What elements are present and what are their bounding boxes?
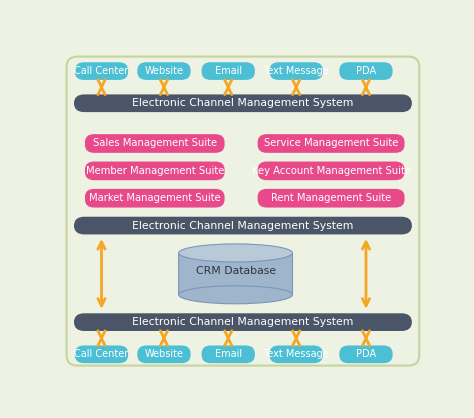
Text: Email: Email xyxy=(215,349,242,359)
FancyBboxPatch shape xyxy=(75,345,128,363)
FancyBboxPatch shape xyxy=(66,56,419,366)
Text: Text Message: Text Message xyxy=(264,349,329,359)
FancyBboxPatch shape xyxy=(137,345,191,363)
FancyBboxPatch shape xyxy=(201,345,255,363)
Text: Rent Management Suite: Rent Management Suite xyxy=(271,193,391,203)
FancyBboxPatch shape xyxy=(201,62,255,80)
Text: Electronic Channel Management System: Electronic Channel Management System xyxy=(132,221,354,231)
Text: Sales Management Suite: Sales Management Suite xyxy=(93,138,217,148)
FancyBboxPatch shape xyxy=(74,94,412,112)
Text: Electronic Channel Management System: Electronic Channel Management System xyxy=(132,98,354,108)
FancyBboxPatch shape xyxy=(179,253,292,295)
Text: PDA: PDA xyxy=(356,66,376,76)
FancyBboxPatch shape xyxy=(258,134,405,153)
FancyBboxPatch shape xyxy=(339,345,392,363)
FancyBboxPatch shape xyxy=(75,62,128,80)
FancyBboxPatch shape xyxy=(258,189,405,208)
Text: Text Message: Text Message xyxy=(264,66,329,76)
Text: Electronic Channel Management System: Electronic Channel Management System xyxy=(132,317,354,327)
Text: Service Management Suite: Service Management Suite xyxy=(264,138,398,148)
FancyBboxPatch shape xyxy=(258,161,405,180)
Text: CRM Database: CRM Database xyxy=(195,265,276,275)
Ellipse shape xyxy=(179,244,292,262)
Text: Member Management Suite: Member Management Suite xyxy=(86,166,224,176)
FancyBboxPatch shape xyxy=(270,62,323,80)
Text: Website: Website xyxy=(145,66,183,76)
Text: Key Account Management Suite: Key Account Management Suite xyxy=(252,166,410,176)
Text: Market Management Suite: Market Management Suite xyxy=(89,193,220,203)
Text: Call Center: Call Center xyxy=(74,349,128,359)
Ellipse shape xyxy=(179,286,292,304)
FancyBboxPatch shape xyxy=(85,189,225,208)
FancyBboxPatch shape xyxy=(85,161,225,180)
FancyBboxPatch shape xyxy=(85,134,225,153)
FancyBboxPatch shape xyxy=(74,313,412,331)
FancyBboxPatch shape xyxy=(74,217,412,234)
Text: Email: Email xyxy=(215,66,242,76)
Text: Website: Website xyxy=(145,349,183,359)
Text: PDA: PDA xyxy=(356,349,376,359)
FancyBboxPatch shape xyxy=(270,345,323,363)
Text: Call Center: Call Center xyxy=(74,66,128,76)
FancyBboxPatch shape xyxy=(137,62,191,80)
FancyBboxPatch shape xyxy=(339,62,392,80)
